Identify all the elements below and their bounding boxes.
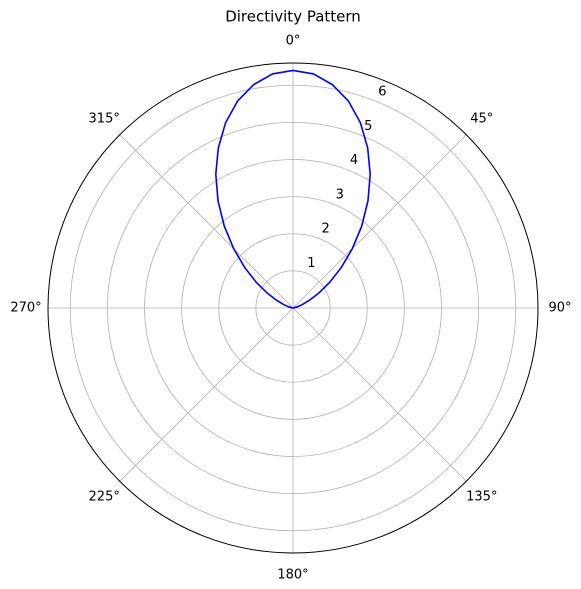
grid-spoke <box>119 134 294 309</box>
r-tick-label: 1 <box>307 256 315 271</box>
r-tick-label: 5 <box>364 119 372 134</box>
theta-tick-label: 135° <box>466 489 497 504</box>
theta-tick-label: 45° <box>470 112 493 127</box>
theta-tick-label: 270° <box>10 301 41 316</box>
theta-tick-label: 225° <box>89 489 120 504</box>
grid-spoke <box>292 307 467 482</box>
r-tick-label: 3 <box>336 187 344 202</box>
series-line <box>214 69 372 309</box>
r-tick-label: 6 <box>378 85 386 100</box>
r-tick-label: 2 <box>321 222 329 237</box>
axis-frame <box>47 62 539 554</box>
r-tick-label: 4 <box>350 153 358 168</box>
theta-tick-label: 90° <box>548 301 571 316</box>
grid-spoke <box>292 134 467 309</box>
theta-tick-label: 315° <box>89 112 120 127</box>
chart-title: Directivity Pattern <box>225 8 361 26</box>
grid-spoke <box>119 307 294 482</box>
theta-tick-label: 180° <box>277 568 308 583</box>
theta-tick-label: 0° <box>286 34 301 49</box>
